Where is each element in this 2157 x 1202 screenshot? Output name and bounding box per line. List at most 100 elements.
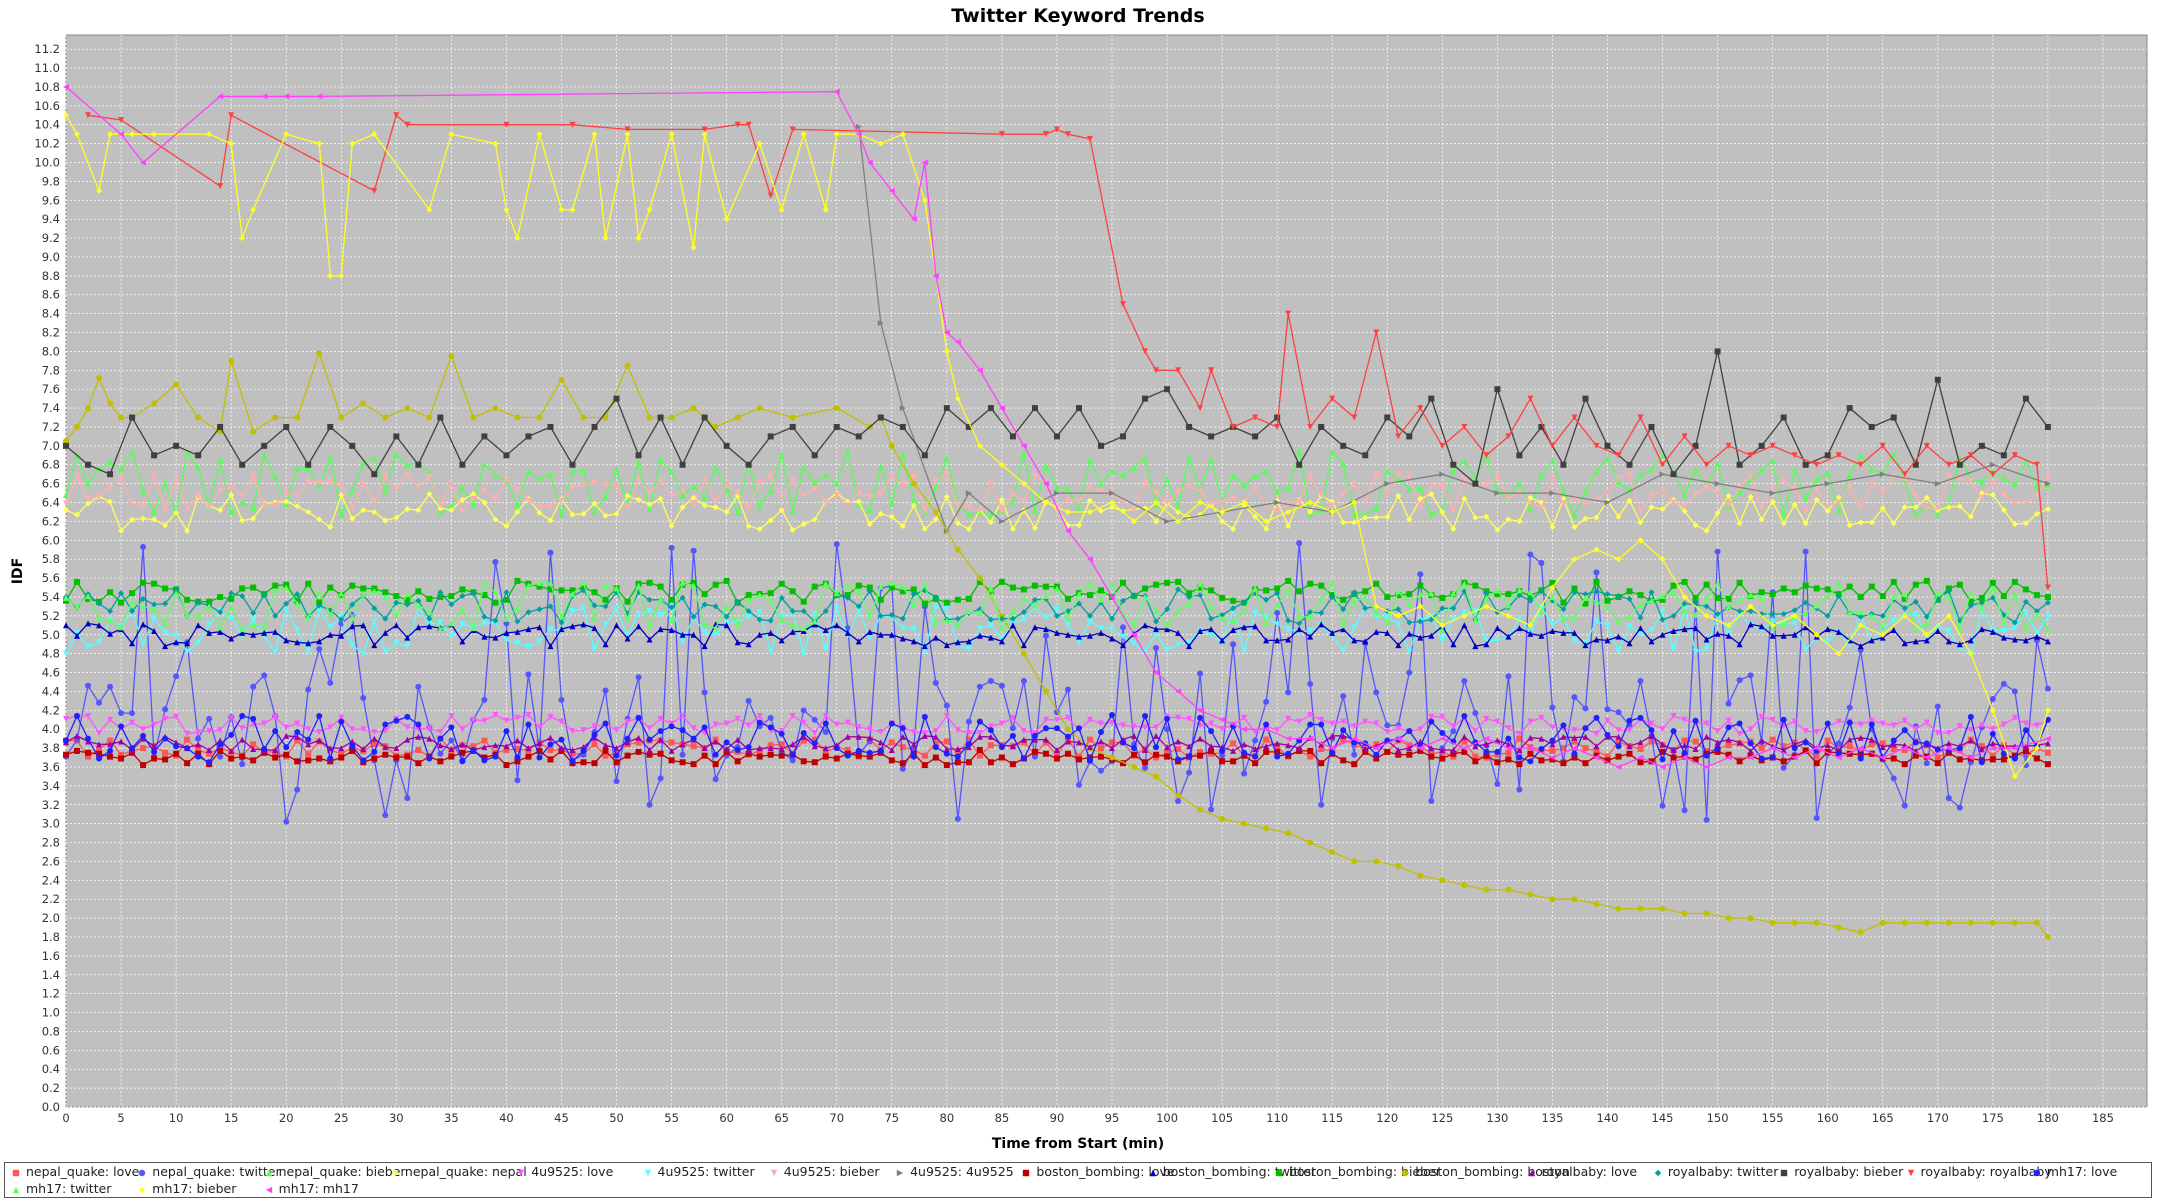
data-point <box>1395 751 1402 758</box>
data-point <box>657 595 664 602</box>
data-point <box>1923 754 1930 761</box>
data-point <box>1747 754 1754 761</box>
data-point <box>2022 586 2029 593</box>
data-point <box>1472 582 1479 589</box>
data-point <box>1329 508 1336 515</box>
data-point <box>1340 460 1347 467</box>
data-point <box>734 746 741 753</box>
data-point <box>1505 495 1512 502</box>
data-point <box>800 733 807 740</box>
data-point <box>1549 490 1556 497</box>
data-point <box>602 512 609 519</box>
data-point <box>1417 618 1424 625</box>
data-point <box>1285 500 1292 507</box>
data-point <box>1274 744 1281 751</box>
data-point <box>1086 556 1093 563</box>
data-point <box>1075 506 1082 513</box>
data-point <box>1197 488 1204 495</box>
x-tick-label: 45 <box>554 1111 569 1125</box>
data-point <box>1857 593 1864 600</box>
data-point <box>778 752 785 759</box>
data-point <box>1945 593 1952 600</box>
data-point <box>1923 577 1930 584</box>
data-point <box>1560 733 1567 740</box>
data-point <box>107 741 114 748</box>
legend-item: royalbaby: love <box>1525 1164 1637 1180</box>
data-point <box>624 126 631 133</box>
data-point <box>162 629 169 636</box>
data-point <box>679 741 686 748</box>
data-point <box>1263 825 1270 832</box>
data-point <box>767 724 774 731</box>
x-tick-label: 115 <box>1321 1111 1343 1125</box>
data-point <box>503 728 510 735</box>
legend-swatch <box>262 1168 276 1178</box>
data-point <box>789 628 796 635</box>
data-point <box>1769 745 1776 752</box>
data-point <box>305 508 312 515</box>
data-point <box>1329 629 1336 636</box>
data-point <box>767 192 774 199</box>
data-point <box>1252 433 1259 440</box>
data-point <box>448 737 455 744</box>
data-point <box>1516 735 1523 742</box>
data-point <box>690 405 697 412</box>
data-point <box>1208 456 1215 463</box>
data-point <box>1890 627 1897 634</box>
data-point <box>195 612 202 619</box>
y-tick-label: 3.8 <box>42 741 60 755</box>
data-point <box>855 498 862 505</box>
data-point <box>1769 457 1776 464</box>
data-point <box>712 721 719 728</box>
data-point <box>1351 723 1358 730</box>
data-point <box>85 480 92 487</box>
data-point <box>910 601 917 608</box>
data-point <box>1846 719 1853 726</box>
data-point <box>349 582 356 589</box>
data-point <box>657 478 664 485</box>
data-point <box>899 523 906 530</box>
data-point <box>1615 556 1622 563</box>
data-point <box>129 608 136 615</box>
data-point <box>316 712 323 719</box>
data-point <box>1042 716 1049 723</box>
data-point <box>591 723 598 730</box>
data-point <box>1846 583 1853 590</box>
data-point <box>2044 761 2051 768</box>
data-point <box>591 645 598 652</box>
data-point <box>624 635 631 642</box>
data-point <box>1053 585 1060 592</box>
data-point <box>976 729 983 736</box>
data-point <box>2011 619 2018 626</box>
x-tick-label: 150 <box>1707 1111 1729 1125</box>
data-point <box>1923 919 1930 926</box>
data-point <box>1020 728 1027 735</box>
data-point <box>1175 756 1182 763</box>
data-point <box>1197 748 1204 755</box>
data-point <box>129 131 136 138</box>
data-point <box>536 475 543 482</box>
data-point <box>723 486 730 493</box>
data-point <box>1329 579 1336 586</box>
data-point <box>1967 452 1974 459</box>
data-point <box>272 582 279 589</box>
data-point <box>503 620 510 627</box>
data-point <box>591 741 598 748</box>
data-point <box>888 631 895 638</box>
data-point <box>1329 749 1336 756</box>
data-point <box>624 504 631 511</box>
data-point <box>1373 689 1380 696</box>
data-point <box>1813 461 1820 468</box>
data-point <box>316 729 323 736</box>
data-point <box>1967 737 1974 744</box>
data-point <box>1208 615 1215 622</box>
data-point <box>855 724 862 731</box>
data-point <box>404 596 411 603</box>
data-point <box>1615 763 1622 770</box>
chart-title: Twitter Keyword Trends <box>951 5 1204 27</box>
data-point <box>1670 645 1677 652</box>
data-point <box>569 591 576 598</box>
data-point <box>118 710 125 717</box>
data-point <box>1516 754 1523 761</box>
data-point <box>756 140 763 147</box>
